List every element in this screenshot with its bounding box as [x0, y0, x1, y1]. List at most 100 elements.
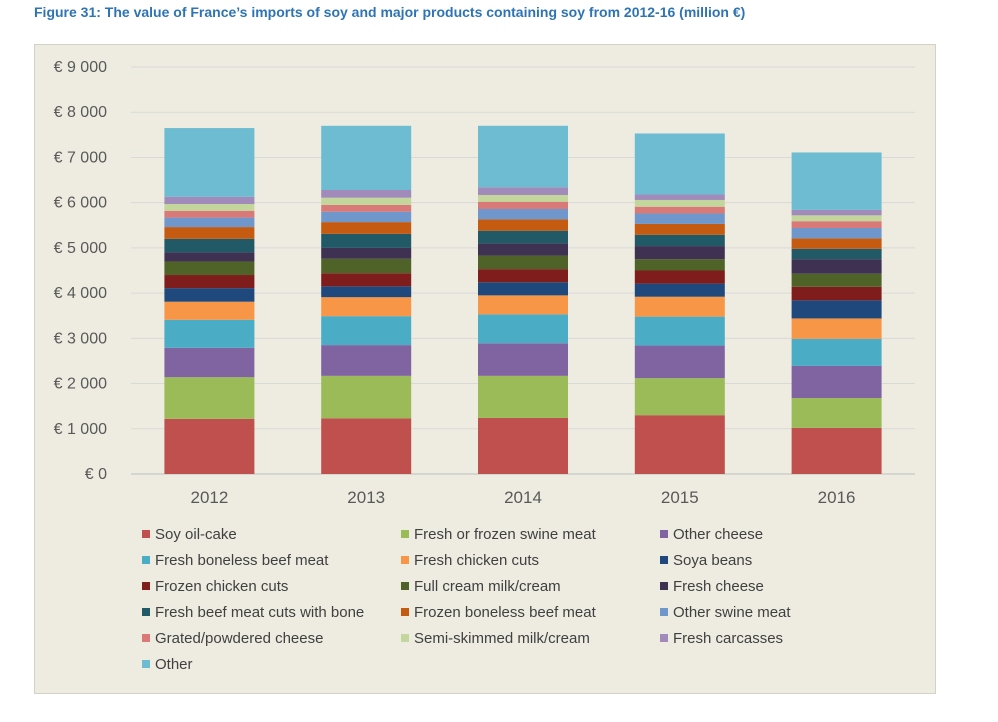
bar-segment-2016-semi-skimmed-milk-cream [791, 215, 882, 222]
legend-item: Fresh carcasses [660, 628, 840, 648]
bar-segment-2016-other-cheese [791, 365, 882, 399]
legend-swatch [401, 530, 409, 538]
x-tick-label: 2015 [661, 488, 699, 507]
bar-segment-2012-fresh-cheese [164, 252, 255, 262]
bar-segment-2014-full-cream-milk-cream [478, 255, 568, 270]
bar-segment-2015-grated-powdered-cheese [634, 206, 725, 214]
bar-segment-2014-fresh-chicken-cuts [478, 295, 568, 315]
bar-segment-2014-other-swine-meat [478, 208, 568, 220]
bar-segment-2015-other [634, 133, 725, 195]
legend-label: Fresh or frozen swine meat [414, 525, 596, 543]
bar-segment-2012-frozen-boneless-beef-meat [164, 227, 255, 239]
stacked-bar-chart: € 0 € 1 000 € 2 000 € 3 000 € 4 000 € 5 000 € … [54, 59, 915, 507]
y-tick-label: € 6 000 [54, 195, 107, 212]
bar-segment-2012-fresh-chicken-cuts [164, 301, 255, 320]
bar-segment-2013-frozen-chicken-cuts [321, 273, 412, 287]
bar-segment-2016-fresh-carcasses [791, 209, 882, 216]
bar-segment-2015-other-cheese [634, 345, 725, 379]
bar-segment-2013-other-cheese [321, 345, 412, 376]
bar-segment-2012-soya-beans [164, 288, 255, 302]
bar-segment-2013-fresh-chicken-cuts [321, 297, 412, 317]
legend-swatch [660, 530, 668, 538]
legend-swatch [142, 530, 150, 538]
legend-swatch [142, 660, 150, 668]
bar-segment-2015-frozen-boneless-beef-meat [634, 223, 725, 235]
chart-legend: Soy oil-cake Fresh or frozen swine meat Ot… [142, 524, 842, 674]
legend-item: Soya beans [660, 550, 840, 570]
bar-segment-2015-soya-beans [634, 283, 725, 297]
bar-segment-2012-frozen-chicken-cuts [164, 275, 255, 289]
bar-segment-2014-fresh-cheese [478, 243, 568, 256]
legend-item: Other [142, 654, 401, 674]
bar-segment-2014-grated-powdered-cheese [478, 201, 568, 209]
legend-swatch [660, 608, 668, 616]
bar-segment-2013-fresh-boneless-beef-meat [321, 316, 412, 346]
bar-segment-2012-semi-skimmed-milk-cream [164, 204, 255, 211]
bar-segment-2016-soya-beans [791, 300, 882, 319]
bar-segment-2014-frozen-boneless-beef-meat [478, 219, 568, 231]
legend-label: Other [155, 655, 193, 673]
bar-segment-2013-grated-powdered-cheese [321, 204, 412, 212]
legend-swatch [401, 634, 409, 642]
legend-label: Other swine meat [673, 603, 791, 621]
legend-swatch [142, 582, 150, 590]
legend-label: Fresh boneless beef meat [155, 551, 329, 569]
bar-segment-2016-soy-oil-cake [791, 427, 882, 474]
bar-segment-2016-frozen-chicken-cuts [791, 286, 882, 301]
legend-swatch [142, 556, 150, 564]
y-tick-label: € 7 000 [54, 149, 107, 166]
legend-item: Fresh beef meat cuts with bone [142, 602, 401, 622]
bar-segment-2016-fresh-boneless-beef-meat [791, 338, 882, 366]
bar-segment-2015-semi-skimmed-milk-cream [634, 199, 725, 207]
legend-swatch [142, 634, 150, 642]
bar-segment-2015-fresh-beef-meat-cuts-with-bone [634, 234, 725, 247]
legend-item: Soy oil-cake [142, 524, 401, 544]
legend-item: Fresh or frozen swine meat [401, 524, 660, 544]
bar-segment-2016-fresh-chicken-cuts [791, 318, 882, 339]
bar-segment-2016-other [791, 152, 882, 210]
bar-segment-2014-soya-beans [478, 282, 568, 296]
legend-label: Soy oil-cake [155, 525, 237, 543]
x-tick-label: 2016 [818, 488, 856, 507]
y-tick-label: € 9 000 [54, 59, 107, 76]
bar-segment-2012-other-cheese [164, 347, 255, 378]
bar-segment-2013-soy-oil-cake [321, 418, 412, 474]
legend-swatch [660, 556, 668, 564]
legend-label: Soya beans [673, 551, 753, 569]
bar-segment-2015-fresh-chicken-cuts [634, 296, 725, 317]
bar-segment-2013-fresh-carcasses [321, 190, 412, 198]
bar-segment-2012-full-cream-milk-cream [164, 261, 255, 276]
bar-segment-2016-fresh-or-frozen-swine-meat [791, 398, 882, 428]
bar-segment-2013-fresh-cheese [321, 247, 412, 259]
bar-segment-2012-grated-powdered-cheese [164, 210, 255, 218]
bar-segment-2013-fresh-beef-meat-cuts-with-bone [321, 233, 412, 248]
legend-item: Full cream milk/cream [401, 576, 660, 596]
legend-swatch [401, 582, 409, 590]
legend-item: Fresh boneless beef meat [142, 550, 401, 570]
bar-segment-2014-fresh-boneless-beef-meat [478, 314, 568, 344]
bar-segment-2015-other-swine-meat [634, 213, 725, 224]
bar-segment-2012-fresh-carcasses [164, 196, 255, 205]
bar-segment-2016-fresh-beef-meat-cuts-with-bone [791, 248, 882, 260]
legend-swatch [660, 582, 668, 590]
bar-segment-2016-full-cream-milk-cream [791, 273, 882, 287]
bar-segment-2016-frozen-boneless-beef-meat [791, 238, 882, 249]
bar-segment-2015-full-cream-milk-cream [634, 259, 725, 271]
chart-panel: € 0 € 1 000 € 2 000 € 3 000 € 4 000 € 5 000 € … [34, 44, 936, 694]
y-tick-label: € 4 000 [54, 285, 107, 302]
legend-label: Grated/powdered cheese [155, 629, 324, 647]
bar-segment-2014-frozen-chicken-cuts [478, 269, 568, 283]
x-tick-label: 2014 [504, 488, 542, 507]
bar-segment-2013-full-cream-milk-cream [321, 258, 412, 274]
legend-item: Fresh chicken cuts [401, 550, 660, 570]
bar-segment-2015-fresh-boneless-beef-meat [634, 316, 725, 346]
legend-item: Frozen boneless beef meat [401, 602, 660, 622]
bar-segment-2012-fresh-beef-meat-cuts-with-bone [164, 238, 255, 253]
bar-segment-2014-other [478, 125, 568, 188]
bar-segment-2012-fresh-boneless-beef-meat [164, 319, 255, 348]
x-tick-label: 2013 [347, 488, 385, 507]
bar-segment-2015-fresh-carcasses [634, 194, 725, 200]
legend-item: Other swine meat [660, 602, 840, 622]
figure-title: Figure 31: The value of France’s imports… [34, 4, 746, 20]
legend-item: Semi-skimmed milk/cream [401, 628, 660, 648]
